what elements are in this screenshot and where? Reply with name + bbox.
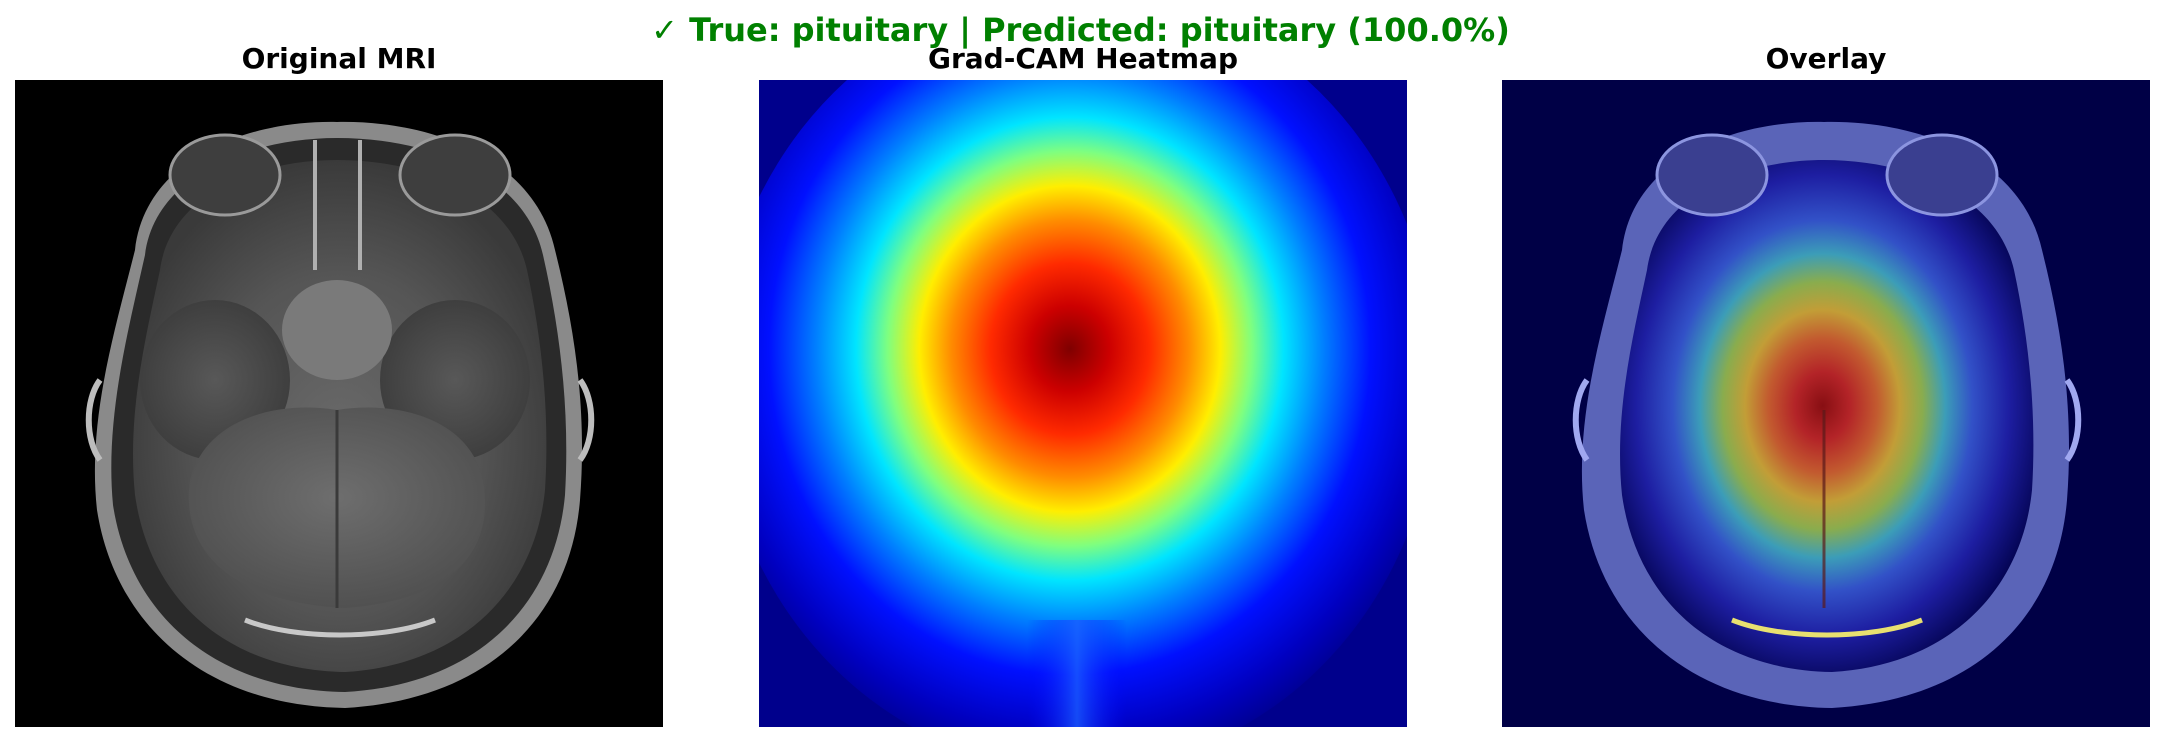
original-mri-image xyxy=(15,80,663,727)
panel-overlay: Overlay xyxy=(1502,0,2150,742)
panel-title-original: Original MRI xyxy=(241,42,437,75)
panel-original-mri: Original MRI xyxy=(15,0,663,742)
panel-title-overlay: Overlay xyxy=(1765,42,1887,75)
gradcam-heatmap-image xyxy=(759,80,1407,727)
panel-gradcam-heatmap: Grad-CAM Heatmap xyxy=(759,0,1407,742)
panel-title-heatmap: Grad-CAM Heatmap xyxy=(928,42,1238,75)
overlay-image xyxy=(1502,80,2150,727)
figure-suptitle: ✓ True: pituitary | Predicted: pituitary… xyxy=(651,11,1510,49)
